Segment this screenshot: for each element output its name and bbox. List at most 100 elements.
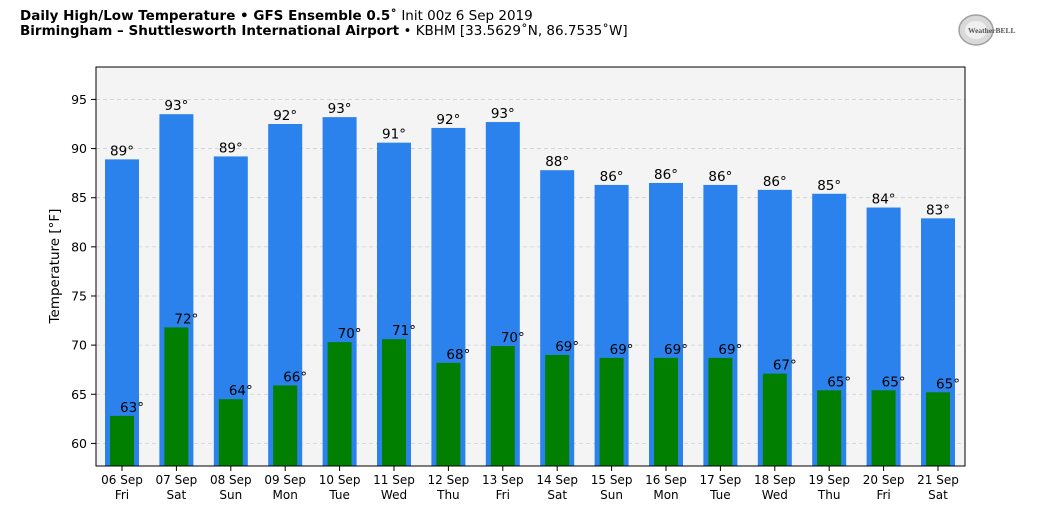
low-temp-bar bbox=[762, 373, 787, 466]
chart-header: Daily High/Low Temperature • GFS Ensembl… bbox=[20, 9, 628, 39]
high-temp-label: 83° bbox=[926, 202, 950, 218]
low-temp-label: 69° bbox=[610, 342, 634, 358]
high-temp-label: 92° bbox=[436, 112, 460, 128]
x-tick-date: 14 Sep bbox=[536, 473, 578, 487]
low-temp-bar bbox=[382, 339, 406, 466]
high-temp-label: 93° bbox=[164, 98, 188, 114]
low-temp-bar bbox=[545, 354, 570, 466]
y-tick-label: 85 bbox=[71, 190, 87, 205]
x-tick-date: 10 Sep bbox=[319, 473, 361, 487]
y-tick-label: 60 bbox=[71, 436, 87, 451]
low-temp-label: 67° bbox=[773, 358, 797, 374]
high-temp-label: 86° bbox=[600, 169, 624, 185]
x-tick-day: Sun bbox=[600, 488, 623, 502]
y-axis-label: Temperature [°F] bbox=[47, 209, 63, 325]
low-temp-label: 70° bbox=[338, 326, 362, 342]
x-tick-day: Sat bbox=[928, 488, 948, 502]
low-temp-label: 70° bbox=[501, 330, 525, 346]
low-temp-label: 64° bbox=[229, 383, 253, 399]
low-temp-bar bbox=[871, 390, 896, 466]
x-tick-date: 21 Sep bbox=[917, 473, 959, 487]
low-temp-bar bbox=[436, 362, 461, 466]
low-temp-bar bbox=[490, 346, 515, 466]
x-tick-day: Thu bbox=[817, 488, 841, 502]
x-tick-day: Thu bbox=[436, 488, 460, 502]
low-temp-bar bbox=[218, 399, 243, 466]
x-tick-day: Mon bbox=[653, 488, 678, 502]
x-tick-day: Sat bbox=[167, 488, 187, 502]
y-tick-label: 90 bbox=[71, 141, 87, 156]
high-temp-label: 86° bbox=[708, 169, 732, 185]
bars: 89° 93° 89° 92° 93° 91° 92° 93° 88° 86° 86° 86° 86° 8… bbox=[105, 98, 960, 467]
x-tick-date: 18 Sep bbox=[754, 473, 796, 487]
x-tick-date: 17 Sep bbox=[700, 473, 742, 487]
y-tick-label: 75 bbox=[71, 288, 87, 303]
low-temp-label: 69° bbox=[664, 342, 688, 358]
x-tick-day: Fri bbox=[115, 488, 129, 502]
x-tick-day: Wed bbox=[762, 488, 788, 502]
location-detail: • KBHM [33.5629˚N, 86.7535˚W] bbox=[403, 23, 628, 39]
x-tick-date: 13 Sep bbox=[482, 473, 524, 487]
logo-text: WeatherBELL bbox=[968, 26, 1016, 35]
x-tick-date: 09 Sep bbox=[264, 473, 306, 487]
x-tick-date: 06 Sep bbox=[101, 473, 143, 487]
low-temp-bar bbox=[926, 392, 950, 466]
low-temp-bar bbox=[654, 357, 678, 466]
x-tick-date: 15 Sep bbox=[591, 473, 633, 487]
y-tick-label: 80 bbox=[71, 239, 87, 254]
high-temp-label: 92° bbox=[273, 108, 297, 124]
x-tick-date: 16 Sep bbox=[645, 473, 687, 487]
high-temp-label: 89° bbox=[219, 140, 243, 156]
chart-title: Daily High/Low Temperature • GFS Ensembl… bbox=[20, 9, 628, 24]
high-temp-label: 89° bbox=[110, 143, 134, 159]
low-temp-label: 69° bbox=[718, 342, 742, 358]
low-temp-label: 63° bbox=[120, 400, 144, 416]
low-temp-label: 68° bbox=[446, 347, 470, 363]
x-tick-day: Fri bbox=[496, 488, 510, 502]
x-tick-date: 19 Sep bbox=[808, 473, 850, 487]
x-tick-day: Sat bbox=[547, 488, 567, 502]
title-init: Init 00z 6 Sep 2019 bbox=[401, 8, 533, 24]
x-tick-date: 11 Sep bbox=[373, 473, 415, 487]
y-axis: 60 65 70 75 80 85 90 95 bbox=[71, 92, 96, 451]
high-temp-label: 86° bbox=[654, 167, 678, 183]
y-tick-label: 65 bbox=[71, 387, 87, 402]
high-temp-label: 85° bbox=[817, 178, 841, 194]
x-tick-date: 07 Sep bbox=[156, 473, 198, 487]
low-temp-label: 65° bbox=[827, 374, 851, 390]
low-temp-bar bbox=[110, 415, 134, 466]
x-tick-day: Sun bbox=[219, 488, 242, 502]
x-tick-date: 20 Sep bbox=[863, 473, 905, 487]
x-tick-day: Fri bbox=[876, 488, 890, 502]
weatherbell-logo: WeatherBELL bbox=[958, 13, 1020, 47]
low-temp-bar bbox=[708, 357, 733, 466]
high-temp-label: 84° bbox=[872, 192, 896, 208]
low-temp-bar bbox=[599, 357, 624, 466]
high-temp-label: 86° bbox=[763, 174, 787, 190]
low-temp-bar bbox=[273, 385, 298, 466]
low-temp-label: 71° bbox=[392, 323, 416, 339]
y-tick-label: 70 bbox=[71, 338, 87, 353]
x-tick-day: Tue bbox=[709, 488, 731, 502]
high-temp-label: 91° bbox=[382, 127, 406, 143]
x-tick-date: 12 Sep bbox=[428, 473, 470, 487]
low-temp-bar bbox=[327, 342, 352, 466]
x-tick-day: Wed bbox=[381, 488, 407, 502]
high-temp-label: 88° bbox=[545, 154, 569, 170]
location-main: Birmingham – Shuttlesworth International… bbox=[20, 23, 400, 39]
chart-location: Birmingham – Shuttlesworth International… bbox=[20, 24, 628, 39]
low-temp-label: 65° bbox=[882, 374, 906, 390]
low-temp-bar bbox=[164, 327, 189, 466]
title-main: Daily High/Low Temperature • GFS Ensembl… bbox=[20, 8, 398, 24]
low-temp-label: 66° bbox=[283, 369, 307, 385]
low-temp-bar bbox=[817, 390, 842, 466]
high-temp-label: 93° bbox=[491, 106, 515, 122]
x-tick-day: Tue bbox=[328, 488, 350, 502]
high-temp-label: 93° bbox=[328, 101, 352, 117]
x-tick-date: 08 Sep bbox=[210, 473, 252, 487]
y-tick-label: 95 bbox=[71, 92, 87, 107]
high-temp-bar bbox=[105, 159, 139, 466]
low-temp-label: 72° bbox=[174, 311, 198, 327]
